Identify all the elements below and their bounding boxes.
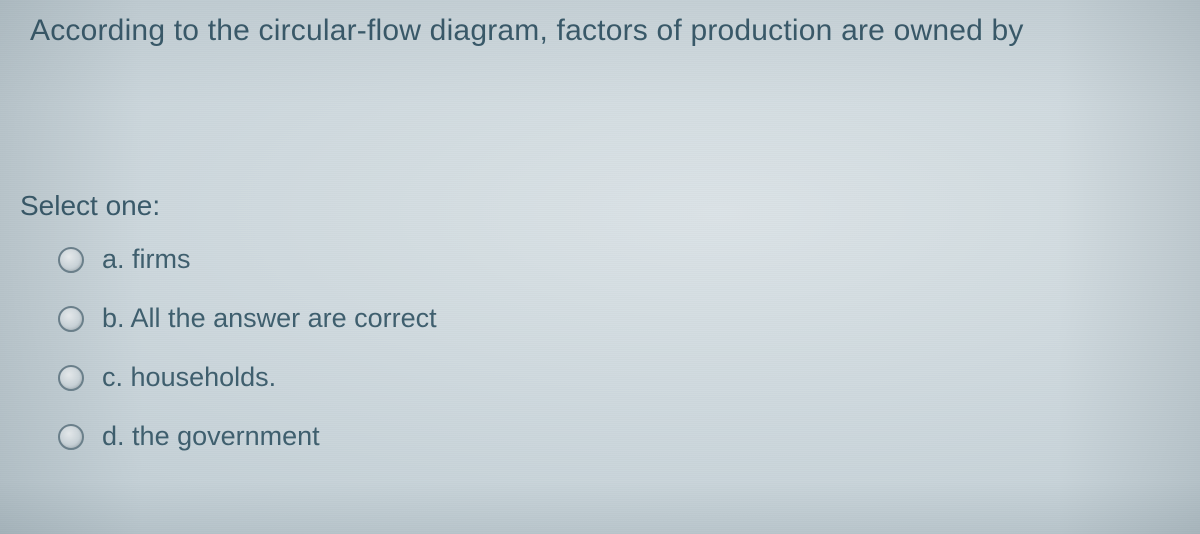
option-d[interactable]: d. the government [58,421,437,452]
option-a-letter: a. [102,244,125,274]
option-c-letter: c. [102,362,123,392]
option-b-letter: b. [102,303,125,333]
option-a-text: firms [132,244,190,274]
options-list: a. firms b. All the answer are correct c… [58,244,437,452]
option-c-text: households. [131,362,277,392]
question-text: According to the circular-flow diagram, … [30,14,1180,48]
option-d-text: the government [132,421,320,451]
option-a-label: a. firms [102,244,191,275]
radio-c-icon[interactable] [58,365,84,391]
option-b-label: b. All the answer are correct [102,303,437,334]
question-area: According to the circular-flow diagram, … [30,14,1180,48]
option-d-label: d. the government [102,421,320,452]
option-b-text: All the answer are correct [131,303,437,333]
select-one-prompt: Select one: [20,190,160,222]
option-c-label: c. households. [102,362,276,393]
option-d-letter: d. [102,421,125,451]
option-c[interactable]: c. households. [58,362,437,393]
radio-d-icon[interactable] [58,424,84,450]
radio-b-icon[interactable] [58,306,84,332]
option-b[interactable]: b. All the answer are correct [58,303,437,334]
radio-a-icon[interactable] [58,247,84,273]
option-a[interactable]: a. firms [58,244,437,275]
